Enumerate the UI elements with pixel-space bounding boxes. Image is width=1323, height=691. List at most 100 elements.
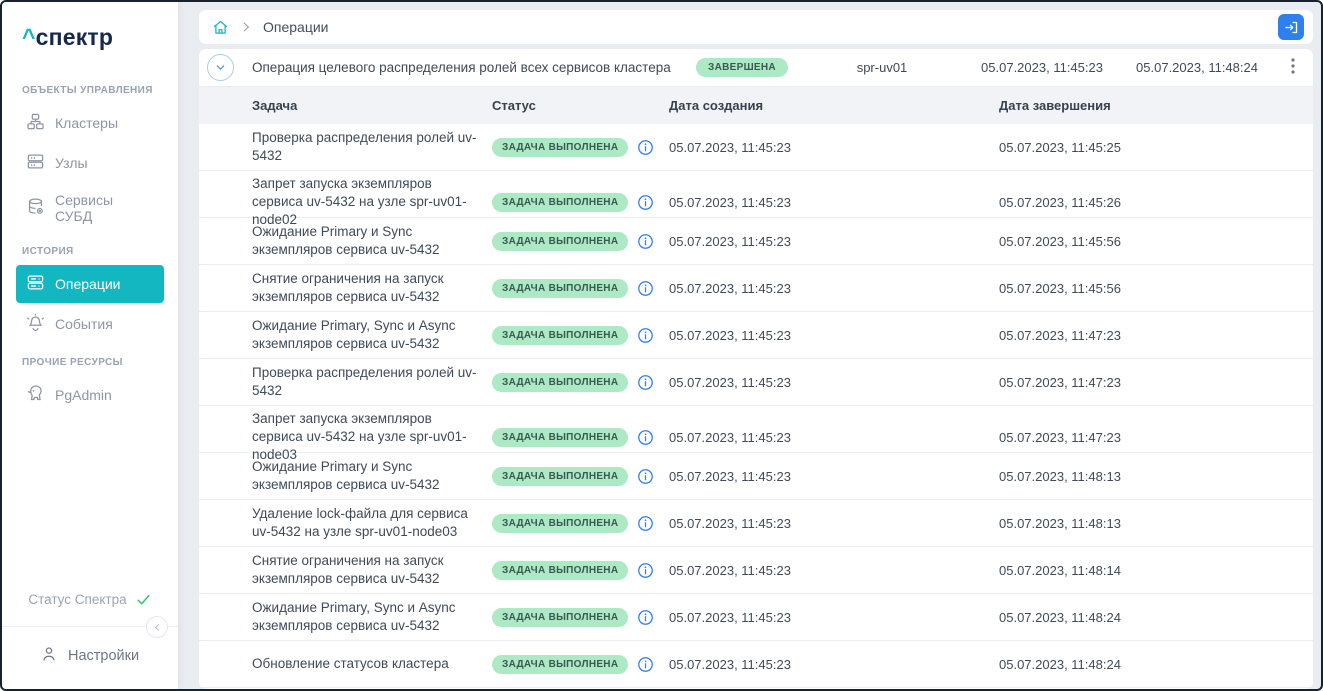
kebab-icon xyxy=(1290,58,1295,74)
operation-title: Операция целевого распределения ролей вс… xyxy=(252,60,671,75)
task-status-cell: ЗАДАЧА ВЫПОЛНЕНА xyxy=(492,427,669,447)
task-finished-date: 05.07.2023, 11:45:26 xyxy=(999,194,1121,210)
task-name: Снятие ограничения на запуск экземпляров… xyxy=(252,552,444,586)
info-icon[interactable] xyxy=(637,609,654,626)
sidebar-item-nodes[interactable]: Узлы xyxy=(16,144,164,182)
sidebar-item-events[interactable]: События xyxy=(16,305,164,343)
settings-label: Настройки xyxy=(68,648,140,664)
operation-summary-row: Операция целевого распределения ролей вс… xyxy=(199,49,1313,86)
info-icon[interactable] xyxy=(637,233,654,250)
info-icon[interactable] xyxy=(637,656,654,673)
task-status-cell: ЗАДАЧА ВЫПОЛНЕНА xyxy=(492,137,669,157)
events-icon xyxy=(26,313,45,335)
section-label-history: ИСТОРИЯ xyxy=(22,246,74,257)
sidebar-item-settings[interactable]: Настройки xyxy=(2,627,178,689)
table-row: Запрет запуска экземпляров сервиса uv-54… xyxy=(199,406,1313,462)
task-status-cell: ЗАДАЧА ВЫПОЛНЕНА xyxy=(492,654,669,674)
task-status-badge: ЗАДАЧА ВЫПОЛНЕНА xyxy=(492,607,629,627)
logout-icon xyxy=(1284,21,1297,33)
info-icon[interactable] xyxy=(637,429,654,446)
operation-created-date: 05.07.2023, 11:45:23 xyxy=(981,60,1103,75)
task-name: Проверка распределения ролей uv-5432 xyxy=(252,129,477,163)
table-row: Ожидание Primary, Sync и Async экземпляр… xyxy=(199,312,1313,359)
sidebar-item-operations[interactable]: Операции xyxy=(16,265,164,303)
info-icon[interactable] xyxy=(637,562,654,579)
info-icon[interactable] xyxy=(637,468,654,485)
task-created-date: 05.07.2023, 11:45:23 xyxy=(669,468,791,484)
clusters-icon xyxy=(26,112,45,134)
task-finished-date: 05.07.2023, 11:48:24 xyxy=(999,609,1121,625)
task-finished-date: 05.07.2023, 11:45:56 xyxy=(999,233,1121,249)
task-status-badge: ЗАДАЧА ВЫПОЛНЕНА xyxy=(492,427,629,447)
database-icon xyxy=(26,197,45,219)
task-created-date: 05.07.2023, 11:45:23 xyxy=(669,374,791,390)
task-created-date: 05.07.2023, 11:45:23 xyxy=(669,609,791,625)
task-status-cell: ЗАДАЧА ВЫПОЛНЕНА xyxy=(492,192,669,212)
col-header-task: Задача xyxy=(252,98,298,113)
info-icon[interactable] xyxy=(637,327,654,344)
app-logo: ^спектр xyxy=(2,2,178,65)
task-status-badge: ЗАДАЧА ВЫПОЛНЕНА xyxy=(492,466,629,486)
sidebar-item-db-services[interactable]: Сервисы СУБД xyxy=(16,184,164,232)
task-table-body: Проверка распределения ролей uv-5432 ЗАД… xyxy=(199,124,1313,688)
task-finished-date: 05.07.2023, 11:45:25 xyxy=(999,139,1121,155)
table-row: Ожидание Primary и Sync экземпляров серв… xyxy=(199,218,1313,265)
task-created-date: 05.07.2023, 11:45:23 xyxy=(669,656,791,672)
logo-text: спектр xyxy=(35,24,114,50)
table-row: Проверка распределения ролей uv-5432 ЗАД… xyxy=(199,124,1313,171)
info-icon[interactable] xyxy=(637,374,654,391)
breadcrumb-current: Операции xyxy=(263,19,329,35)
task-created-date: 05.07.2023, 11:45:23 xyxy=(669,429,791,445)
info-icon[interactable] xyxy=(637,139,654,156)
sidebar-collapse-button[interactable] xyxy=(146,616,168,638)
task-name: Запрет запуска экземпляров сервиса uv-54… xyxy=(252,176,467,228)
task-finished-date: 05.07.2023, 11:47:23 xyxy=(999,429,1121,445)
task-status-badge: ЗАДАЧА ВЫПОЛНЕНА xyxy=(492,654,629,674)
operation-finished-date: 05.07.2023, 11:48:24 xyxy=(1136,60,1258,75)
logout-button[interactable] xyxy=(1278,14,1304,40)
task-finished-date: 05.07.2023, 11:47:23 xyxy=(999,327,1121,343)
sidebar-item-label: Операции xyxy=(55,276,121,292)
sidebar-divider xyxy=(2,616,178,638)
task-status-badge: ЗАДАЧА ВЫПОЛНЕНА xyxy=(492,192,629,212)
task-name: Ожидание Primary и Sync экземпляров серв… xyxy=(252,458,440,492)
collapse-operation-button[interactable] xyxy=(207,54,234,81)
pgadmin-icon xyxy=(26,384,45,406)
operations-icon xyxy=(26,273,45,295)
operation-menu-button[interactable] xyxy=(1285,54,1301,81)
task-created-date: 05.07.2023, 11:45:23 xyxy=(669,515,791,531)
sidebar-item-clusters[interactable]: Кластеры xyxy=(16,104,164,142)
info-icon[interactable] xyxy=(637,280,654,297)
logo-caret: ^ xyxy=(22,24,36,50)
info-icon[interactable] xyxy=(637,194,654,211)
user-icon xyxy=(40,645,58,667)
info-icon[interactable] xyxy=(637,515,654,532)
table-row: Снятие ограничения на запуск экземпляров… xyxy=(199,265,1313,312)
task-created-date: 05.07.2023, 11:45:23 xyxy=(669,139,791,155)
nodes-icon xyxy=(26,152,45,174)
task-name: Проверка распределения ролей uv-5432 xyxy=(252,364,477,398)
sidebar-item-pgadmin[interactable]: PgAdmin xyxy=(16,376,164,414)
task-name: Запрет запуска экземпляров сервиса uv-54… xyxy=(252,411,467,463)
table-row: Обновление статусов кластера ЗАДАЧА ВЫПО… xyxy=(199,641,1313,688)
status-ok-check-icon xyxy=(137,594,150,605)
task-status-cell: ЗАДАЧА ВЫПОЛНЕНА xyxy=(492,231,669,251)
task-status-badge: ЗАДАЧА ВЫПОЛНЕНА xyxy=(492,137,629,157)
table-row: Ожидание Primary и Sync экземпляров серв… xyxy=(199,453,1313,500)
task-name: Удаление lock-файла для сервиса uv-5432 … xyxy=(252,505,468,539)
task-created-date: 05.07.2023, 11:45:23 xyxy=(669,233,791,249)
task-name: Ожидание Primary и Sync экземпляров серв… xyxy=(252,223,440,257)
home-icon[interactable] xyxy=(212,19,229,36)
breadcrumb: Операции xyxy=(199,10,1313,44)
task-name: Ожидание Primary, Sync и Async экземпляр… xyxy=(252,599,456,633)
task-status-cell: ЗАДАЧА ВЫПОЛНЕНА xyxy=(492,513,669,533)
task-status-badge: ЗАДАЧА ВЫПОЛНЕНА xyxy=(492,325,629,345)
task-finished-date: 05.07.2023, 11:48:14 xyxy=(999,562,1121,578)
main-area: Операции Операция целевого распределения… xyxy=(178,2,1321,689)
sidebar-item-label: Узлы xyxy=(55,155,88,171)
sidebar-item-label: Кластеры xyxy=(55,115,118,131)
table-row: Проверка распределения ролей uv-5432 ЗАД… xyxy=(199,359,1313,406)
operation-panel: Операция целевого распределения ролей вс… xyxy=(199,49,1313,689)
task-finished-date: 05.07.2023, 11:45:56 xyxy=(999,280,1121,296)
task-status-badge: ЗАДАЧА ВЫПОЛНЕНА xyxy=(492,513,629,533)
